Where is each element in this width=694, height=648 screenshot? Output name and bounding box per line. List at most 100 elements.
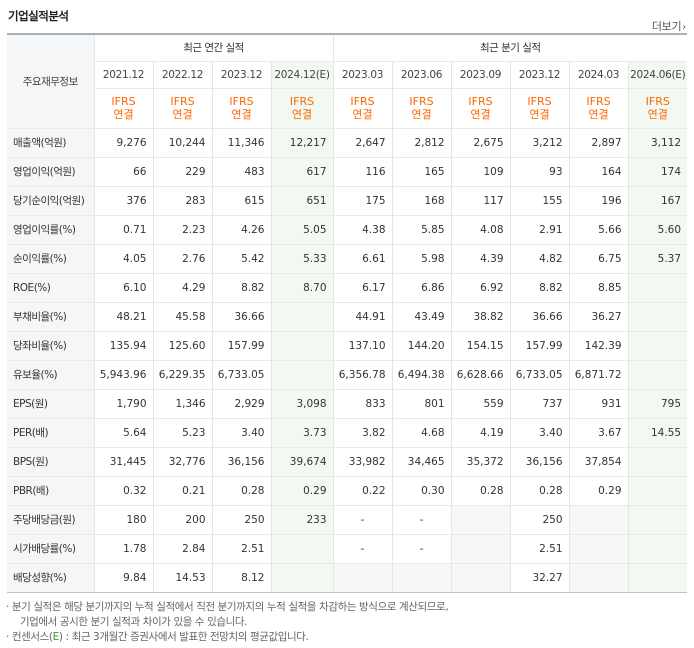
table-row: PBR(배) 0.32 0.21 0.28 0.29 0.22 0.30 0.28 0.28 0.… xyxy=(7,476,688,506)
value-cell: 8.70 xyxy=(271,273,334,303)
value-cell: 4.68 xyxy=(392,418,452,448)
quarter-group-label: 최근 분기 실적 xyxy=(332,34,688,62)
value-cell: 0.29 xyxy=(569,476,629,506)
value-cell: 5,943.96 xyxy=(94,360,154,390)
value-cell: 6,871.72 xyxy=(569,360,629,390)
ifrs-label-line2: 연결 xyxy=(529,108,550,121)
value-cell: 117 xyxy=(451,186,511,216)
table-row: 주당배당금(원) 180 200 250 233- -250 xyxy=(7,505,688,535)
value-cell: 9.84 xyxy=(94,563,154,593)
value-cell: 45.58 xyxy=(153,302,213,332)
value-cell xyxy=(392,563,452,593)
value-cell xyxy=(569,505,629,535)
value-cell: 4.82 xyxy=(510,244,570,274)
value-cell: 283 xyxy=(153,186,213,216)
value-cell: 36.66 xyxy=(212,302,272,332)
table-body: 매출액(억원) 9,276 10,244 11,346 12,217 2,647 2,812… xyxy=(7,128,688,593)
section-header: 기업실적분석 더보기› xyxy=(8,8,686,33)
value-cell: 43.49 xyxy=(392,302,452,332)
value-cell: 66 xyxy=(94,157,154,187)
value-cell xyxy=(451,563,511,593)
estimate-marker: E xyxy=(52,631,60,643)
value-cell: 4.19 xyxy=(451,418,511,448)
value-cell: 3.40 xyxy=(212,418,272,448)
value-cell: 34,465 xyxy=(392,447,452,477)
table-row: BPS(원) 31,445 32,776 36,156 39,674 33,982 34,4… xyxy=(7,447,688,477)
value-cell: 125.60 xyxy=(153,331,213,361)
value-cell xyxy=(628,505,688,535)
value-cell: 4.26 xyxy=(212,215,272,245)
value-cell: - xyxy=(332,505,393,535)
ifrs-label: IFRS 연결 xyxy=(332,88,393,129)
ifrs-label: IFRS 연결 xyxy=(392,88,452,129)
value-cell: 4.08 xyxy=(451,215,511,245)
table-row: 유보율(%) 5,943.96 6,229.35 6,733.05 6,356.78 6,… xyxy=(7,360,688,390)
value-cell: 0.71 xyxy=(94,215,154,245)
value-cell: - xyxy=(332,534,393,564)
ifrs-label: IFRS 연결 xyxy=(153,88,213,129)
value-cell: 12,217 xyxy=(271,128,334,158)
ifrs-label-line1: IFRS xyxy=(350,95,375,108)
ifrs-label: IFRS 연결 xyxy=(451,88,511,129)
value-cell: 376 xyxy=(94,186,154,216)
value-cell: 5.64 xyxy=(94,418,154,448)
value-cell: 0.29 xyxy=(271,476,334,506)
period-header: 2023.06 xyxy=(392,61,452,89)
row-label: 영업이익률(%) xyxy=(7,215,95,245)
ifrs-label-line1: IFRS xyxy=(468,95,493,108)
value-cell: 154.15 xyxy=(451,331,511,361)
value-cell: 0.21 xyxy=(153,476,213,506)
row-label: 당좌비율(%) xyxy=(7,331,95,361)
value-cell: 142.39 xyxy=(569,331,629,361)
more-link[interactable]: 더보기› xyxy=(652,18,686,34)
value-cell: 6,733.05 xyxy=(212,360,272,390)
value-cell: 37,854 xyxy=(569,447,629,477)
row-label: PER(배) xyxy=(7,418,95,448)
period-header: 2024.12(E) xyxy=(271,61,334,89)
footnote-1: · 분기 실적은 해당 분기까지의 누적 실적에서 직전 분기까지의 누적 실적… xyxy=(6,601,449,628)
value-cell: 3,098 xyxy=(271,389,334,419)
value-cell: - xyxy=(392,505,452,535)
value-cell: 167 xyxy=(628,186,688,216)
value-cell: 250 xyxy=(212,505,272,535)
value-cell xyxy=(569,563,629,593)
value-cell: 180 xyxy=(94,505,154,535)
value-cell: 0.22 xyxy=(332,476,393,506)
value-cell: 36.27 xyxy=(569,302,629,332)
value-cell: 5.37 xyxy=(628,244,688,274)
section-title: 기업실적분석 xyxy=(8,9,69,23)
value-cell xyxy=(271,563,334,593)
value-cell: 175 xyxy=(332,186,393,216)
row-header-label: 주요재무정보 xyxy=(7,34,95,129)
ifrs-label-line2: 연결 xyxy=(172,108,193,121)
value-cell: 3.82 xyxy=(332,418,393,448)
value-cell xyxy=(271,331,334,361)
value-cell: 6.75 xyxy=(569,244,629,274)
value-cell: 2,929 xyxy=(212,389,272,419)
more-label: 더보기 xyxy=(651,20,682,33)
value-cell: 0.30 xyxy=(392,476,452,506)
value-cell: 32.27 xyxy=(510,563,570,593)
ifrs-label-line1: IFRS xyxy=(586,95,611,108)
value-cell: 10,244 xyxy=(153,128,213,158)
value-cell: 5.85 xyxy=(392,215,452,245)
value-cell: 9,276 xyxy=(94,128,154,158)
value-cell: 8.82 xyxy=(212,273,272,303)
row-label: 시가배당률(%) xyxy=(7,534,95,564)
value-cell: 0.28 xyxy=(451,476,511,506)
footnote-1-text-cont: 기업에서 공시한 분기 실적과 차이가 있을 수 있습니다. xyxy=(19,616,248,628)
value-cell: 157.99 xyxy=(510,331,570,361)
value-cell xyxy=(628,273,688,303)
table-row: 시가배당률(%) 1.78 2.84 2.51- -2.51 xyxy=(7,534,688,564)
value-cell: 4.05 xyxy=(94,244,154,274)
value-cell: 8.12 xyxy=(212,563,272,593)
value-cell: 6.61 xyxy=(332,244,393,274)
ifrs-label-line2: 연결 xyxy=(411,108,432,121)
value-cell: 5.23 xyxy=(153,418,213,448)
ifrs-label-line1: IFRS xyxy=(289,95,315,108)
ifrs-label-line2: 연결 xyxy=(470,108,491,121)
value-cell: 3.73 xyxy=(271,418,334,448)
period-header: 2023.12 xyxy=(510,61,570,89)
value-cell: 196 xyxy=(569,186,629,216)
value-cell: 5.42 xyxy=(212,244,272,274)
